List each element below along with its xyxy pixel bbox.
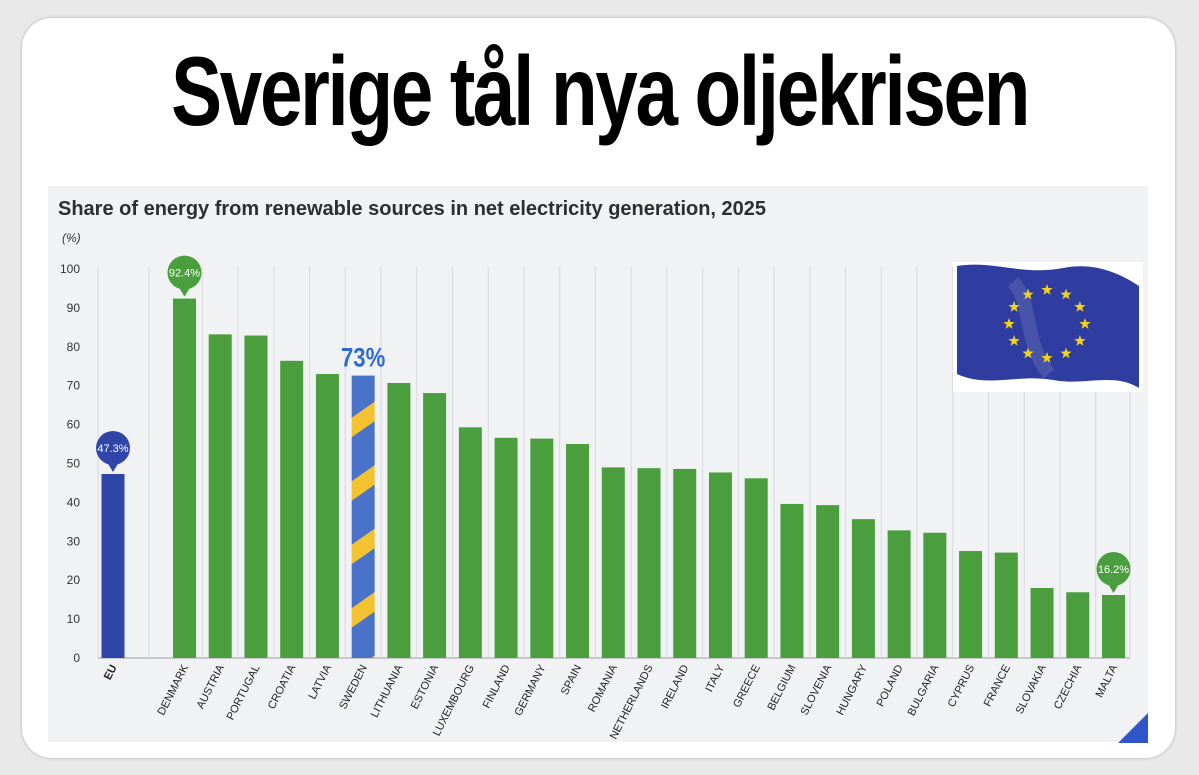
flag-star-icon <box>1041 352 1053 363</box>
x-tick-label: DENMARK <box>156 662 192 717</box>
bar-denmark <box>173 298 196 658</box>
bar-finland <box>494 437 518 658</box>
bar-cyprus <box>959 551 983 658</box>
y-tick-label: 50 <box>67 457 81 471</box>
bar-ireland <box>673 468 697 658</box>
flag-star-icon <box>1074 335 1086 346</box>
x-tick-label: CYPRUS <box>946 663 978 709</box>
bar-slovakia <box>1030 587 1054 658</box>
y-tick-label: 30 <box>67 534 81 548</box>
bar-estonia <box>423 393 447 658</box>
x-tick-label: SLOVAKIA <box>1014 662 1049 716</box>
callout-label-malta: 16.2% <box>1098 564 1129 576</box>
bar-portugal <box>244 335 268 658</box>
bar-eu <box>101 474 125 658</box>
x-tick-label: BULGARIA <box>906 662 942 718</box>
bar-austria <box>208 334 232 658</box>
x-tick-label: ITALY <box>703 662 727 694</box>
flag-star-icon <box>1022 288 1034 300</box>
bar-poland <box>887 530 911 658</box>
bar-czechia <box>1066 592 1090 658</box>
chart-title: Share of energy from renewable sources i… <box>58 198 767 220</box>
x-tick-label: BELGIUM <box>765 663 798 713</box>
x-tick-label: GERMANY <box>513 662 549 718</box>
bar-lithuania <box>387 382 411 658</box>
flag-star-icon <box>1079 318 1091 329</box>
callout-bubble <box>1096 551 1131 586</box>
x-tick-label: POLAND <box>875 663 906 709</box>
bar-luxembourg <box>458 427 482 658</box>
callout-bubble <box>167 255 202 290</box>
flag-star-icon <box>1008 335 1020 346</box>
bar-romania <box>601 467 625 658</box>
bar-slovenia <box>816 505 840 658</box>
x-tick-label: AUSTRIA <box>195 662 228 711</box>
headline: Sverige tål nya oljekrisen <box>171 36 1030 146</box>
bar-netherlands <box>637 468 661 658</box>
bar-sweden <box>351 375 375 658</box>
y-tick-label: 70 <box>67 379 81 393</box>
bar-germany <box>530 438 554 658</box>
flag-box <box>953 262 1143 392</box>
y-tick-label: 80 <box>67 340 81 354</box>
x-tick-label: CZECHIA <box>1052 662 1085 711</box>
flag-star-icon <box>1041 284 1053 295</box>
flag-star-icon <box>1022 347 1034 359</box>
x-tick-label: ROMANIA <box>586 662 620 714</box>
bar-belgium <box>780 503 804 658</box>
flag-star-icon <box>1008 301 1020 312</box>
eu-flag-icon <box>957 264 1139 388</box>
callout-bubble <box>96 431 130 466</box>
y-tick-label: 40 <box>67 495 81 509</box>
bar-italy <box>708 472 732 658</box>
flag-star-icon <box>1060 288 1072 300</box>
x-tick-label: CROATIA <box>266 662 299 711</box>
x-tick-label: SLOVENIA <box>799 662 835 717</box>
flag-star-icon <box>1003 318 1015 329</box>
bar-hungary <box>851 519 875 658</box>
y-tick-label: 100 <box>60 262 80 276</box>
corner-mark <box>1118 713 1148 743</box>
callout-label-eu: 47.3% <box>97 443 128 455</box>
x-tick-label: EU <box>102 663 120 682</box>
bar-france <box>994 552 1018 658</box>
flag-star-icon <box>1060 347 1072 359</box>
x-tick-label: SWEDEN <box>337 663 370 712</box>
bar-bulgaria <box>923 532 947 658</box>
bar-latvia <box>315 374 339 658</box>
bar-spain <box>566 444 590 658</box>
x-tick-label: FINLAND <box>481 663 513 710</box>
x-tick-label: MALTA <box>1094 662 1121 699</box>
x-tick-label: SPAIN <box>559 663 584 697</box>
x-tick-label: PORTUGAL <box>225 663 263 722</box>
flag-star-icon <box>1074 301 1086 312</box>
x-tick-label: ESTONIA <box>409 662 442 711</box>
y-tick-label: 90 <box>67 301 81 315</box>
x-tick-label: HUNGARY <box>834 662 870 717</box>
y-axis-unit: (%) <box>62 231 81 245</box>
y-tick-label: 0 <box>73 651 80 665</box>
bar-greece <box>744 478 768 658</box>
y-tick-label: 20 <box>67 573 81 587</box>
y-tick-label: 10 <box>67 612 81 626</box>
y-tick-label: 60 <box>67 418 81 432</box>
x-tick-label: FRANCE <box>982 663 1013 709</box>
x-tick-label: LITHUANIA <box>369 662 406 719</box>
x-tick-label: LATVIA <box>307 662 335 701</box>
sweden-value-label: 73% <box>341 344 385 374</box>
callout-label-denmark: 92.4% <box>169 268 200 280</box>
bar-croatia <box>280 360 304 658</box>
x-tick-label: IRELAND <box>659 663 691 711</box>
bar-malta <box>1102 594 1125 658</box>
x-tick-label: GREECE <box>731 663 763 710</box>
